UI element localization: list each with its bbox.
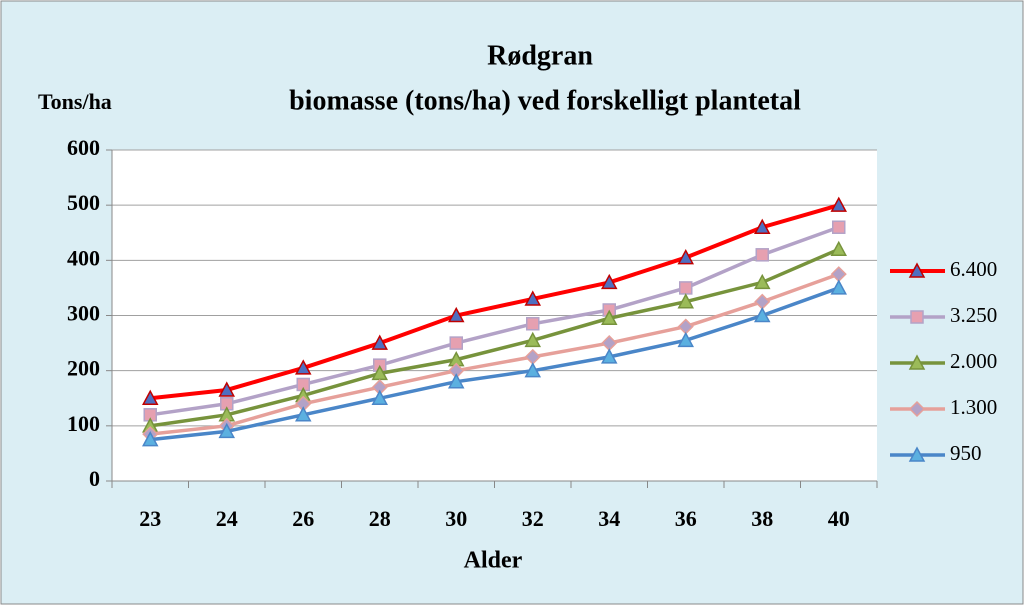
data-point	[600, 309, 618, 326]
series-line	[150, 203, 840, 401]
y-tick-label: 200	[67, 356, 100, 381]
data-point	[524, 331, 542, 348]
data-point	[449, 336, 463, 350]
y-tick-label: 600	[67, 135, 100, 160]
chart-title: biomasse (tons/ha) ved forskelligt plant…	[289, 85, 801, 116]
data-point	[832, 220, 846, 234]
data-point	[141, 389, 159, 405]
chart-title: Rødgran	[487, 40, 593, 71]
y-tick-label: 100	[67, 411, 100, 436]
y-axis-label: Tons/ha	[38, 89, 112, 114]
x-tick-label: 23	[139, 506, 161, 531]
series-line	[150, 225, 840, 417]
legend-marker	[908, 400, 926, 418]
data-point	[371, 334, 389, 350]
data-point	[371, 389, 389, 405]
data-point	[830, 196, 848, 212]
data-point	[524, 362, 542, 378]
legend-marker	[908, 354, 926, 370]
data-point	[677, 331, 695, 348]
data-point	[677, 293, 695, 309]
x-tick-label: 28	[369, 506, 391, 531]
legend-label: 3.250	[950, 303, 997, 327]
series-line	[150, 286, 840, 442]
data-point	[218, 422, 236, 439]
data-point	[447, 306, 465, 323]
legend-marker	[908, 446, 926, 462]
data-point	[677, 248, 695, 265]
x-tick-label: 40	[828, 506, 850, 531]
data-point	[524, 290, 542, 306]
data-point	[679, 281, 693, 295]
data-point	[526, 317, 540, 331]
data-point	[830, 240, 848, 257]
data-point	[294, 359, 312, 375]
data-point	[755, 248, 769, 262]
x-tick-label: 32	[522, 506, 544, 531]
x-tick-label: 34	[598, 506, 620, 531]
x-axis-label: Alder	[464, 548, 523, 574]
legend-label: 6.400	[950, 257, 997, 281]
data-point	[753, 273, 771, 290]
data-point	[600, 273, 618, 290]
series-line	[150, 247, 840, 428]
x-tick-label: 38	[751, 506, 773, 531]
legend-label: 1.300	[950, 395, 997, 419]
x-tick-label: 30	[445, 506, 467, 531]
data-point	[294, 406, 312, 422]
data-point	[447, 373, 465, 389]
legend-label: 2.000	[950, 349, 997, 373]
x-tick-label: 24	[216, 506, 238, 531]
y-tick-label: 500	[67, 190, 100, 215]
data-point	[218, 381, 236, 397]
data-point	[753, 306, 771, 323]
x-tick-label: 26	[292, 506, 314, 531]
legend-marker	[908, 262, 926, 278]
data-point	[600, 348, 618, 364]
data-point	[753, 218, 771, 234]
y-tick-label: 0	[89, 466, 100, 491]
data-point	[141, 431, 159, 447]
data-point	[830, 279, 848, 295]
legend-marker	[910, 310, 924, 324]
series-line	[150, 272, 840, 436]
legend-label: 950	[950, 441, 982, 465]
y-tick-label: 300	[67, 301, 100, 326]
x-tick-label: 36	[675, 506, 697, 531]
y-tick-label: 400	[67, 245, 100, 270]
